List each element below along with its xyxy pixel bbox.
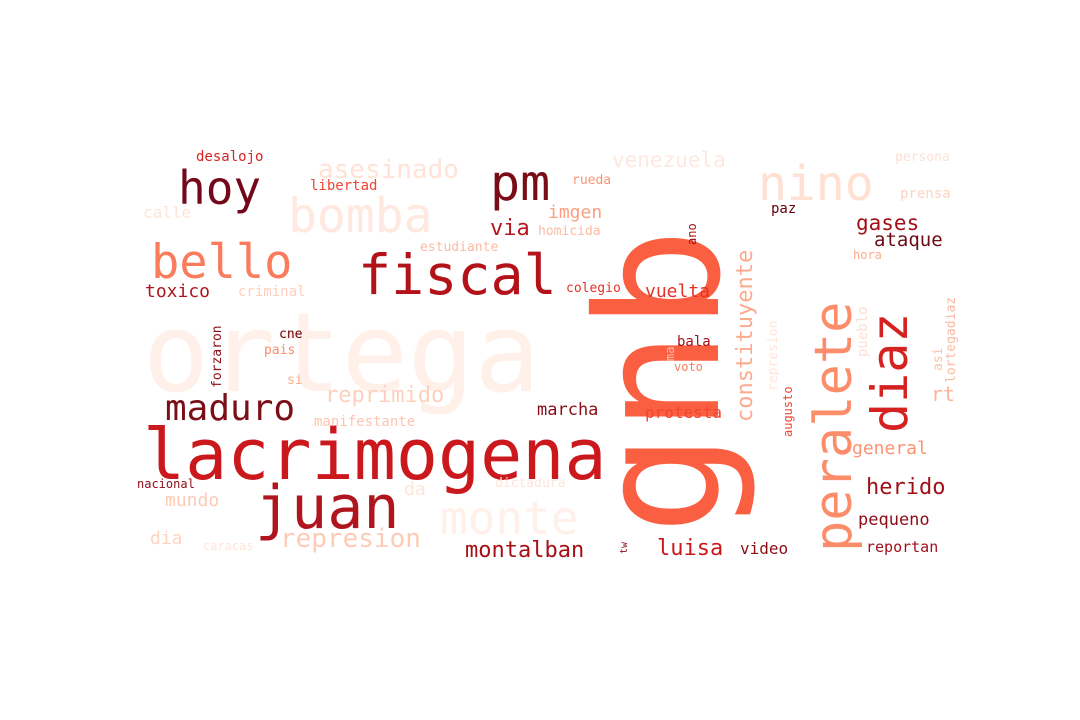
cloud-word-hora: hora — [853, 248, 882, 262]
cloud-word-manifestante: manifestante — [314, 414, 416, 430]
cloud-word-maduro: maduro — [165, 388, 296, 429]
cloud-word-rt: rt — [931, 382, 956, 406]
cloud-word-hoy: hoy — [178, 161, 262, 215]
cloud-word-herido: herido — [866, 475, 946, 500]
cloud-word-asesinado: asesinado — [318, 155, 459, 185]
cloud-word-dictadura: dictadura — [495, 476, 566, 491]
cloud-word-dia: dia — [150, 528, 183, 549]
cloud-word-colegio: colegio — [566, 281, 621, 296]
cloud-word-marcha: marcha — [537, 400, 599, 420]
cloud-word-represion2: represion — [766, 320, 781, 391]
cloud-word-forzaron: forzaron — [210, 325, 225, 388]
cloud-word-gases: gases — [856, 211, 920, 235]
cloud-word-criminal: criminal — [238, 284, 306, 300]
cloud-word-persona: persona — [895, 150, 950, 165]
cloud-word-venezuela: venezuela — [612, 148, 726, 172]
cloud-word-augusto: augusto — [781, 386, 795, 437]
cloud-word-ataque: ataque — [874, 229, 943, 251]
cloud-word-via: via — [490, 216, 530, 241]
cloud-word-juan: juan — [255, 473, 400, 543]
cloud-word-imgen: imgen — [548, 202, 603, 223]
cloud-word-caracas: caracas — [203, 539, 254, 553]
cloud-word-prensa: prensa — [900, 186, 951, 202]
cloud-word-bala: bala — [677, 334, 711, 350]
cloud-word-monte: monte — [440, 491, 579, 545]
cloud-word-da: da — [404, 479, 426, 500]
cloud-word-pueblo: pueblo — [855, 306, 871, 357]
cloud-word-toxico: toxico — [145, 281, 211, 302]
cloud-word-montalban: montalban — [465, 538, 585, 563]
cloud-word-protesta: protesta — [645, 403, 723, 422]
cloud-word-voto: voto — [674, 360, 703, 374]
cloud-word-lortegadiaz: lortegadiaz — [944, 296, 959, 383]
cloud-word-homicida: homicida — [538, 224, 601, 239]
cloud-word-diaz: diaz — [861, 312, 919, 433]
cloud-word-lacrimogena: lacrimogena — [143, 414, 607, 496]
cloud-word-luisa: luisa — [657, 536, 724, 561]
cloud-word-nacional: nacional — [137, 477, 195, 491]
cloud-word-paz: paz — [771, 201, 797, 217]
cloud-word-pm: pm — [490, 154, 551, 212]
cloud-word-reprimido: reprimido — [325, 383, 445, 408]
cloud-word-si: si — [287, 373, 303, 388]
cloud-word-calle: calle — [143, 203, 192, 222]
cloud-word-pais: pais — [264, 343, 296, 358]
cloud-word-general: general — [852, 438, 928, 459]
cloud-word-tw: tw — [619, 541, 630, 554]
cloud-word-desalojo: desalojo — [196, 149, 264, 165]
cloud-word-estudiante: estudiante — [420, 240, 499, 255]
cloud-word-pequeno: pequeno — [858, 510, 930, 530]
cloud-word-peralete: peralete — [804, 301, 864, 552]
cloud-word-reportan: reportan — [866, 538, 939, 556]
cloud-word-rueda: rueda — [572, 173, 612, 188]
cloud-word-video: video — [740, 539, 789, 558]
cloud-word-libertad: libertad — [310, 178, 378, 194]
cloud-word-fiscal: fiscal — [358, 243, 557, 307]
cloud-word-bomba: bomba — [288, 188, 433, 244]
cloud-word-nino: nino — [758, 156, 874, 212]
cloud-word-constituyente: constituyente — [733, 249, 758, 422]
cloud-word-ortega: ortega — [143, 289, 541, 417]
cloud-word-ma: ma — [663, 346, 677, 361]
cloud-word-vuelta: vuelta — [645, 281, 711, 302]
cloud-word-mundo: mundo — [165, 490, 220, 511]
cloud-word-represion: represion — [280, 524, 421, 554]
cloud-word-bello: bello — [151, 235, 293, 290]
cloud-word-cne: cne — [279, 327, 303, 342]
cloud-word-ano: ano — [685, 223, 699, 245]
